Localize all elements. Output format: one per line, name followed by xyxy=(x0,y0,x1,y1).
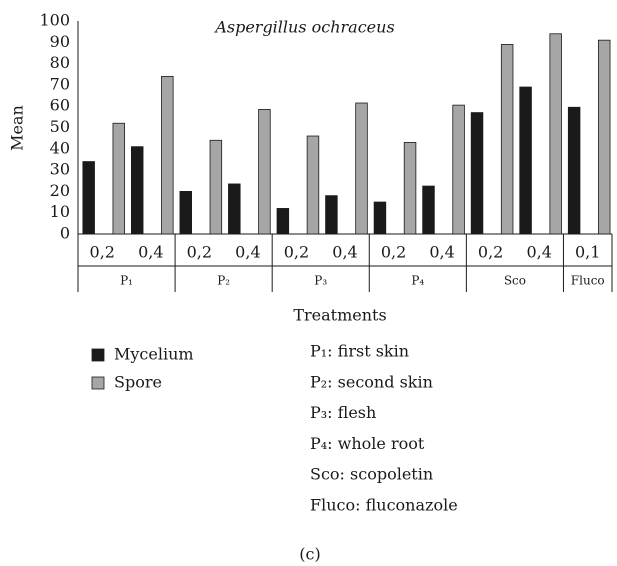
bar xyxy=(598,39,611,235)
bar xyxy=(276,208,290,235)
bar xyxy=(470,112,484,235)
group-label: P₄ xyxy=(411,274,424,288)
group-label: Fluco xyxy=(571,274,605,288)
x-tick-label: 0,4 xyxy=(526,243,551,262)
bar xyxy=(112,122,126,235)
chart-title: Aspergillus ochraceus xyxy=(213,18,394,37)
x-tick-label: 0,4 xyxy=(138,243,163,262)
note: P₂: second skin xyxy=(310,372,433,391)
bar xyxy=(209,139,223,235)
bar xyxy=(519,86,532,235)
y-tick-label: 30 xyxy=(50,160,70,179)
x-tick-label: 0,1 xyxy=(575,243,600,262)
bar xyxy=(567,106,581,235)
y-tick-label: 10 xyxy=(50,202,70,221)
legend-label: Spore xyxy=(114,373,162,392)
y-axis-label: Mean xyxy=(8,105,27,151)
x-tick-label: 0,2 xyxy=(478,243,503,262)
y-tick-label: 80 xyxy=(50,53,70,72)
y-tick-label: 100 xyxy=(39,11,70,30)
note: P₁: first skin xyxy=(310,342,409,361)
panel-label: (c) xyxy=(299,545,320,564)
bar xyxy=(452,104,465,235)
x-axis-label: Treatments xyxy=(293,306,386,325)
legend-label: Mycelium xyxy=(114,345,194,364)
bar xyxy=(422,185,435,235)
x-tick-label: 0,4 xyxy=(429,243,454,262)
x-tick-label: 0,2 xyxy=(284,243,309,262)
bar xyxy=(549,33,562,235)
x-tick-label: 0,4 xyxy=(235,243,260,262)
bar xyxy=(130,146,144,235)
bar xyxy=(82,161,95,235)
bar xyxy=(403,142,417,235)
x-tick-label: 0,2 xyxy=(187,243,212,262)
bar xyxy=(228,183,241,235)
y-tick-label: 0 xyxy=(60,224,70,243)
legend-swatch xyxy=(91,376,105,390)
bar xyxy=(306,135,320,235)
y-tick-label: 20 xyxy=(50,181,70,200)
y-tick-label: 50 xyxy=(50,117,70,136)
bar xyxy=(161,75,174,235)
x-tick-label: 0,2 xyxy=(90,243,115,262)
group-label: P₂ xyxy=(217,274,230,288)
note: Sco: scopoletin xyxy=(310,465,433,484)
note: P₃: flesh xyxy=(310,403,376,422)
bar xyxy=(355,102,368,235)
x-tick-label: 0,4 xyxy=(332,243,357,262)
y-tick-label: 70 xyxy=(50,74,70,93)
y-tick-label: 40 xyxy=(50,138,70,157)
group-label: P₃ xyxy=(314,274,327,288)
y-tick-label: 60 xyxy=(50,96,70,115)
bar xyxy=(325,195,338,235)
note: P₄: whole root xyxy=(310,434,425,453)
bar xyxy=(373,201,387,235)
group-label: Sco xyxy=(504,274,526,288)
x-tick-label: 0,2 xyxy=(381,243,406,262)
legend-swatch xyxy=(91,348,105,362)
bar xyxy=(258,108,271,235)
bar xyxy=(179,190,192,235)
bar xyxy=(500,44,514,235)
note: Fluco: fluconazole xyxy=(310,496,458,515)
group-label: P₁ xyxy=(120,274,133,288)
y-tick-label: 90 xyxy=(50,32,70,51)
